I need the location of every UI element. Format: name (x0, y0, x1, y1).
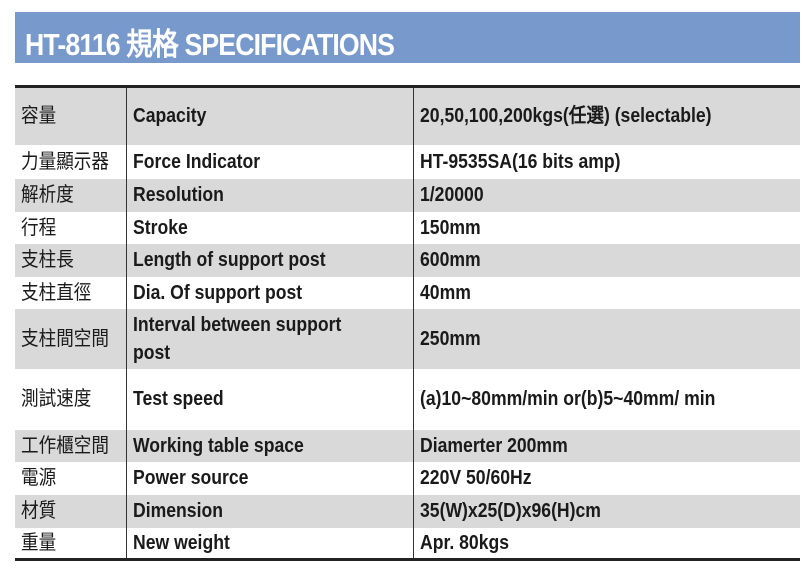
spec-value-cell: HT-9535SA(16 bits amp) (413, 144, 800, 179)
spec-value: 250mm (420, 327, 481, 350)
table-row: 重量 New weight Apr. 80kgs (15, 527, 800, 560)
spec-label-en: Resolution (133, 184, 224, 206)
spec-label-zh-cell: 支柱長 (15, 243, 127, 277)
spec-label-en: Interval between support post (133, 313, 342, 364)
spec-label-zh: 行程 (21, 216, 57, 239)
spec-label-en-cell: Test speed (126, 368, 414, 430)
spec-value-cell: 20,50,100,200kgs(任選) (selectable) (413, 86, 800, 145)
table-row: 工作櫃空間 Working table space Diamerter 200mm (15, 429, 800, 462)
spec-value: 1/20000 (420, 184, 484, 206)
spec-value: (a)10~80mm/min or(b)5~40mm/ min (420, 388, 716, 410)
spec-label-zh-cell: 支柱直徑 (15, 277, 127, 309)
spec-label-zh: 工作櫃空間 (21, 434, 109, 457)
spec-label-zh-cell: 重量 (15, 528, 127, 560)
spec-label-zh-cell: 支柱間空間 (15, 308, 127, 369)
spec-label-zh: 容量 (21, 105, 57, 128)
spec-value-cell: 1/20000 (413, 178, 800, 212)
spec-label-en: Stroke (133, 216, 188, 239)
spec-label-zh: 力量顯示器 (21, 150, 109, 173)
spec-value-cell: Apr. 80kgs (413, 527, 800, 560)
spec-label-zh: 支柱間空間 (21, 327, 109, 350)
spec-label-en-cell: Length of support post (126, 243, 414, 277)
spec-label-zh-cell: 解析度 (15, 178, 127, 212)
spec-value-cell: (a)10~80mm/min or(b)5~40mm/ min (413, 368, 800, 430)
table-row: 電源 Power source 220V 50/60Hz (15, 461, 800, 495)
table-row: 支柱直徑 Dia. Of support post 40mm (15, 276, 800, 309)
spec-label-zh-cell: 容量 (15, 86, 127, 145)
spec-label-zh-cell: 行程 (15, 212, 127, 244)
spec-value-cell: Diamerter 200mm (413, 429, 800, 462)
spec-value: 35(W)x25(D)x96(H)cm (420, 500, 601, 522)
spec-label-en: Test speed (133, 388, 224, 410)
spec-value-cell: 220V 50/60Hz (413, 461, 800, 495)
spec-table: 容量 Capacity 20,50,100,200kgs(任選) (selectab… (15, 85, 800, 561)
spec-label-en-cell: Resolution (126, 178, 414, 212)
spec-label-zh: 解析度 (21, 184, 74, 206)
table-row: 容量 Capacity 20,50,100,200kgs(任選) (selectab… (15, 86, 800, 145)
table-row: 測試速度 Test speed (a)10~80mm/min or(b)5~40mm… (15, 368, 800, 430)
spec-label-en-cell: New weight (126, 527, 414, 560)
table-row: 解析度 Resolution 1/20000 (15, 178, 800, 212)
spec-label-zh: 材質 (21, 500, 57, 522)
spec-label-zh-cell: 工作櫃空間 (15, 429, 127, 462)
spec-label-en-cell: Capacity (126, 86, 414, 145)
spec-label-en: Power source (133, 467, 249, 489)
spec-label-zh-cell: 材質 (15, 494, 127, 528)
spec-label-en: Force Indicator (133, 150, 261, 173)
page-title: HT-8116 規格 SPECIFICATIONS (25, 27, 395, 62)
spec-value: HT-9535SA(16 bits amp) (420, 150, 621, 173)
spec-label-en-cell: Dimension (126, 494, 414, 528)
table-row: 行程 Stroke 150mm (15, 211, 800, 244)
table-row: 材質 Dimension 35(W)x25(D)x96(H)cm (15, 494, 800, 528)
spec-value-cell: 35(W)x25(D)x96(H)cm (413, 494, 800, 528)
spec-label-zh: 重量 (21, 531, 57, 554)
spec-label-en: Dia. Of support post (133, 281, 303, 304)
spec-label-en: Length of support post (133, 249, 326, 271)
spec-label-en-cell: Stroke (126, 211, 414, 244)
spec-label-en-cell: Power source (126, 461, 414, 495)
title-bar: HT-8116 規格 SPECIFICATIONS (15, 12, 800, 63)
spec-label-en: Working table space (133, 434, 304, 457)
spec-label-en: New weight (133, 531, 230, 554)
spec-value: 20,50,100,200kgs(任選) (selectable) (420, 105, 712, 128)
spec-value: 40mm (420, 281, 471, 304)
spec-label-en-cell: Working table space (126, 429, 414, 462)
spec-value-cell: 150mm (413, 211, 800, 244)
spec-label-zh-cell: 電源 (15, 462, 127, 495)
spec-label-en-cell: Dia. Of support post (126, 276, 414, 309)
spec-value-cell: 600mm (413, 243, 800, 277)
spec-value: Diamerter 200mm (420, 434, 568, 457)
spec-label-zh-cell: 測試速度 (15, 369, 127, 430)
table-row: 支柱間空間 Interval between support post 250mm (15, 308, 800, 369)
spec-label-zh: 支柱長 (21, 249, 74, 271)
spec-label-en: Capacity (133, 105, 207, 128)
spec-label-en-cell: Force Indicator (126, 144, 414, 179)
spec-label-en-cell: Interval between support post (126, 308, 414, 369)
spec-label-zh-cell: 力量顯示器 (15, 145, 127, 179)
spec-value-cell: 40mm (413, 276, 800, 309)
spec-value: 600mm (420, 249, 481, 271)
spec-label-zh: 支柱直徑 (21, 281, 92, 304)
spec-label-en: Dimension (133, 500, 223, 522)
spec-label-zh: 測試速度 (21, 388, 92, 410)
spec-value: 220V 50/60Hz (420, 467, 532, 489)
table-row: 支柱長 Length of support post 600mm (15, 243, 800, 277)
spec-value-cell: 250mm (413, 308, 800, 369)
spec-value: Apr. 80kgs (420, 531, 510, 554)
table-row: 力量顯示器 Force Indicator HT-9535SA(16 bits am… (15, 144, 800, 179)
spec-value: 150mm (420, 216, 481, 239)
spec-label-zh: 電源 (21, 467, 57, 489)
